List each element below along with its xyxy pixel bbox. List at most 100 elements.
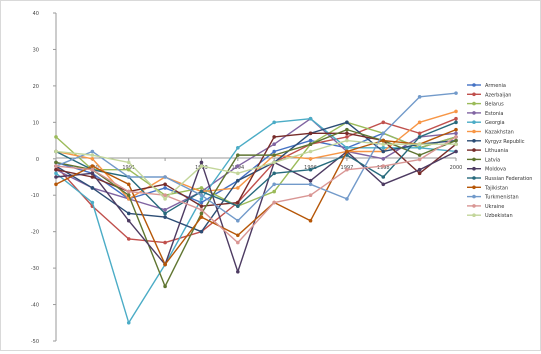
data-point [308, 149, 313, 154]
data-point [272, 135, 276, 139]
data-point [163, 193, 167, 198]
data-point [417, 153, 422, 157]
data-point [199, 211, 204, 216]
series-line [55, 121, 457, 215]
data-point [381, 149, 386, 154]
legend-label: Turkmenistan [484, 195, 519, 201]
legend-label: Estonia [485, 111, 503, 117]
data-point [272, 120, 276, 125]
legend-marker [472, 185, 476, 190]
data-point [126, 160, 131, 165]
data-point [381, 175, 386, 179]
data-point [308, 138, 313, 143]
data-point [345, 131, 349, 136]
chart-legend: Armenia Azerbaijan Belarus Estonia Georgia Ka… [467, 83, 532, 219]
data-point [54, 182, 58, 187]
y-tick-label: -10 [31, 193, 39, 199]
series-line [55, 121, 457, 233]
legend-marker [472, 204, 476, 208]
data-point [236, 164, 240, 168]
data-point [236, 218, 240, 223]
data-point [417, 146, 422, 150]
data-point [163, 208, 167, 212]
data-point [308, 142, 313, 146]
data-point [199, 208, 204, 212]
data-point [308, 178, 313, 183]
data-point [199, 229, 204, 234]
data-point [199, 186, 204, 190]
data-point [163, 175, 167, 179]
y-tick-label: 40 [33, 11, 39, 17]
data-point [454, 109, 458, 114]
data-point [308, 182, 313, 187]
data-point [381, 182, 386, 187]
legend-marker [472, 194, 476, 199]
data-point [126, 320, 131, 325]
data-point [90, 156, 95, 161]
data-point [417, 95, 422, 99]
data-point [90, 171, 95, 176]
legend-marker [472, 139, 476, 143]
data-point [272, 189, 276, 194]
data-point [236, 178, 240, 183]
legend-marker [472, 101, 476, 106]
data-point [308, 167, 313, 172]
data-point [454, 127, 458, 132]
data-point [90, 167, 95, 172]
y-tick-label: -40 [31, 303, 39, 309]
data-point [381, 156, 386, 161]
data-point [199, 189, 204, 194]
data-point [126, 175, 131, 179]
legend-marker [472, 129, 476, 134]
data-point [163, 182, 167, 187]
data-point [417, 171, 422, 176]
data-point [417, 135, 422, 139]
data-point [381, 138, 386, 143]
data-point [54, 135, 58, 139]
y-tick-label: -30 [31, 266, 39, 272]
data-point [54, 175, 58, 179]
y-tick-label: -20 [31, 230, 39, 236]
data-point [236, 153, 240, 157]
data-point [199, 160, 204, 165]
data-point [236, 269, 240, 274]
data-point [236, 146, 240, 150]
data-point [54, 171, 58, 176]
legend-marker [472, 148, 476, 152]
data-point [272, 182, 276, 187]
legend-marker [472, 157, 476, 162]
x-tick-label: 1998 [377, 165, 390, 171]
series-line [55, 128, 457, 288]
data-point [417, 167, 422, 172]
legend-label: Ukraine [485, 204, 504, 210]
legend-label: Tajikistan [484, 185, 508, 191]
data-point [345, 138, 349, 143]
data-point [163, 262, 167, 267]
series-line [55, 121, 457, 207]
data-point [272, 153, 276, 157]
x-tick-label: 1994 [231, 165, 244, 171]
series-line [55, 92, 457, 222]
data-point [345, 135, 349, 139]
data-point [454, 116, 458, 121]
data-point [308, 193, 313, 198]
data-point [308, 156, 313, 161]
data-point [236, 240, 240, 245]
data-point [126, 189, 131, 194]
data-point [381, 146, 386, 150]
data-point [126, 182, 131, 187]
y-tick-label: 20 [33, 84, 39, 90]
data-point [90, 164, 95, 168]
data-point [454, 142, 458, 146]
data-point [236, 233, 240, 238]
legend-marker [472, 166, 476, 171]
data-point [163, 197, 167, 201]
series-line [55, 132, 457, 207]
data-point [272, 142, 276, 146]
data-point [272, 149, 276, 154]
legend-label: Georgia [485, 120, 505, 126]
data-point [126, 211, 131, 216]
data-point [417, 120, 422, 125]
data-point [163, 211, 167, 216]
